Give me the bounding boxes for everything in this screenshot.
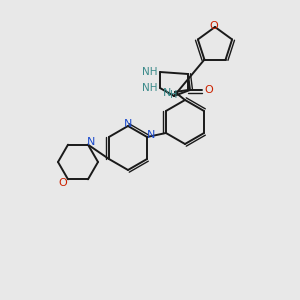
Text: N: N <box>147 130 155 140</box>
Text: N: N <box>163 88 171 98</box>
Text: H: H <box>170 90 178 100</box>
Text: N: N <box>124 119 132 129</box>
Text: O: O <box>58 178 68 188</box>
Text: O: O <box>205 85 213 95</box>
Text: NH: NH <box>142 83 158 93</box>
Text: NH: NH <box>142 67 158 77</box>
Text: N: N <box>87 137 95 147</box>
Text: O: O <box>210 21 218 31</box>
